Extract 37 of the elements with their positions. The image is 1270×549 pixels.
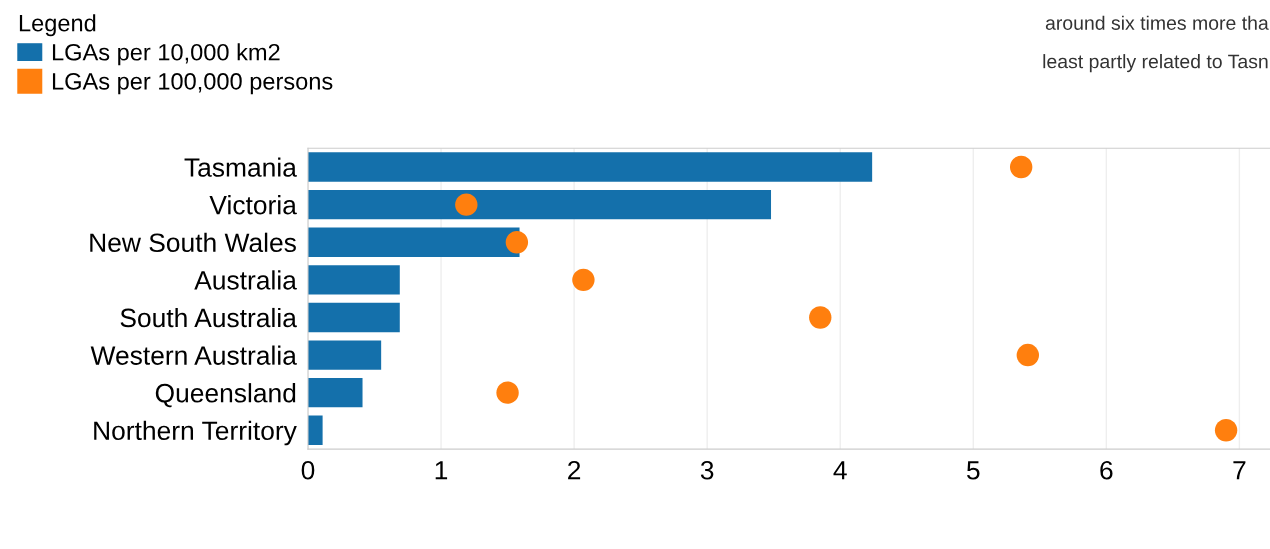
y-tick-label: Australia: [194, 270, 297, 290]
y-tick-label: Victoria: [209, 195, 297, 215]
x-tick-label: 5: [966, 461, 980, 480]
legend-label: LGAs per 100,000 persons: [52, 72, 333, 95]
bar: [307, 302, 400, 333]
y-tick-label: Western Australia: [90, 345, 297, 365]
y-tick-label: Tasmania: [184, 157, 297, 177]
y-tick-label: Northern Territory: [94, 420, 297, 446]
y-tick-label: New South Wales: [90, 232, 296, 253]
x-tick-label: 6: [1100, 460, 1113, 480]
bar: [307, 189, 772, 220]
y-tick-label: Queensland: [155, 383, 296, 408]
bar: [307, 340, 382, 370]
text: around six times more tha: [1045, 15, 1269, 30]
x-tick-label: 1: [435, 461, 448, 480]
legend-title: Legend: [19, 14, 96, 37]
bar: [307, 227, 520, 257]
point: [809, 306, 832, 329]
point: [1009, 155, 1033, 179]
x-tick-label: 7: [1233, 461, 1246, 480]
legend-label: LGAs per 10,000 km2: [52, 43, 280, 66]
bar: [307, 152, 873, 182]
bar: [307, 415, 323, 445]
point: [496, 381, 519, 404]
x-tick-label: 4: [833, 461, 847, 480]
point: [1214, 419, 1238, 442]
bar: [307, 378, 363, 408]
x-tick-label: 2: [568, 460, 581, 480]
text: least partly related to Tasn: [1043, 54, 1268, 73]
y-tick-label: South Australia: [120, 307, 297, 328]
x-tick-label: 3: [700, 460, 714, 480]
point: [572, 268, 595, 292]
x-tick-label: 0: [301, 460, 315, 480]
point: [455, 193, 478, 216]
point: [505, 231, 529, 254]
point: [1016, 343, 1040, 367]
bar: [307, 265, 400, 295]
